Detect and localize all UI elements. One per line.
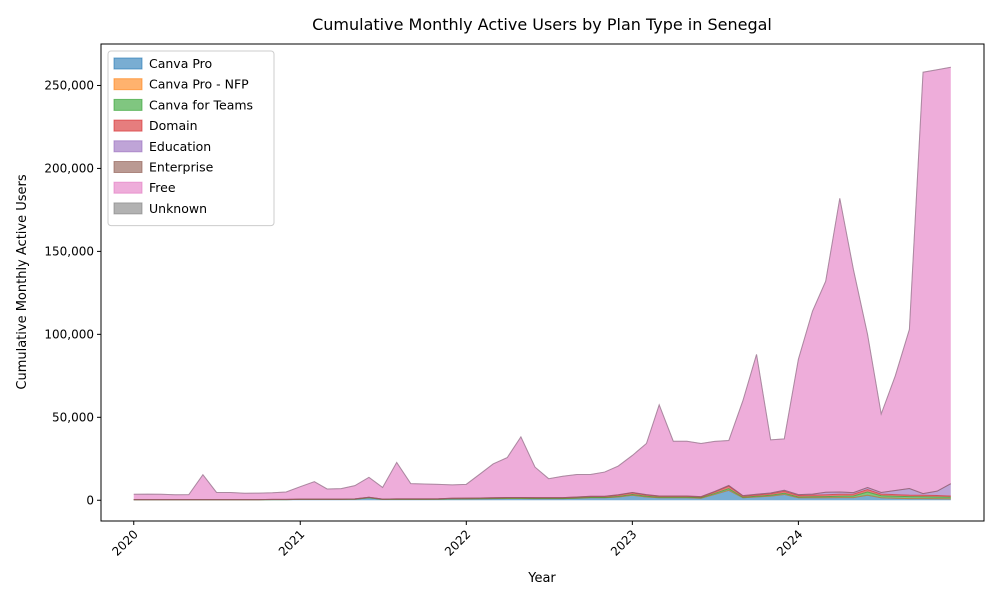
x-tick-label: 2020: [109, 527, 140, 558]
area-outlines: [133, 66, 952, 501]
legend-swatch: [113, 140, 143, 153]
legend-swatch: [113, 181, 143, 194]
legend-label: Canva Pro: [149, 56, 212, 71]
legend-label: Enterprise: [149, 160, 214, 175]
y-tick-label: 250,000: [44, 78, 94, 92]
y-tick-label: 200,000: [44, 161, 94, 175]
legend-swatch: [113, 78, 143, 91]
legend-label: Domain: [149, 118, 198, 133]
legend-swatch: [113, 202, 143, 215]
legend: Canva Pro Canva Pro - NFP Canva for Teams D…: [107, 50, 275, 227]
plot-area: [100, 43, 985, 522]
legend-label: Canva Pro - NFP: [149, 77, 249, 92]
legend-swatch: [113, 98, 143, 111]
legend-label: Education: [149, 139, 211, 154]
legend-label: Unknown: [149, 201, 207, 216]
x-tick-label: 2023: [608, 527, 639, 558]
y-tick-label: 50,000: [52, 410, 94, 424]
x-tick-label: 2022: [442, 527, 473, 558]
outline-enterprise: [133, 483, 952, 501]
x-axis-label: Year: [527, 571, 556, 586]
chart-title: Cumulative Monthly Active Users by Plan …: [312, 15, 772, 34]
x-tick-label: 2024: [774, 527, 805, 558]
plot-frame: [100, 43, 985, 522]
y-axis: 0 50,000 100,000 150,000 200,000 250,000: [44, 78, 101, 507]
legend-label: Free: [149, 180, 176, 195]
legend-box: [107, 50, 275, 227]
x-axis: 2020 2021 2022 2023 2024: [109, 521, 806, 559]
y-tick-label: 100,000: [44, 327, 94, 341]
outline-unknown: [133, 66, 951, 496]
legend-swatch: [113, 57, 143, 70]
area-free: [133, 67, 951, 500]
x-tick-label: 2021: [276, 527, 307, 558]
y-tick-label: 150,000: [44, 244, 94, 258]
y-axis-label: Cumulative Monthly Active Users: [15, 174, 30, 389]
legend-label: Canva for Teams: [149, 97, 253, 112]
legend-swatch: [113, 161, 143, 173]
legend-swatch: [113, 119, 143, 132]
area-domain: [133, 486, 951, 500]
y-tick-label: 0: [86, 493, 94, 507]
